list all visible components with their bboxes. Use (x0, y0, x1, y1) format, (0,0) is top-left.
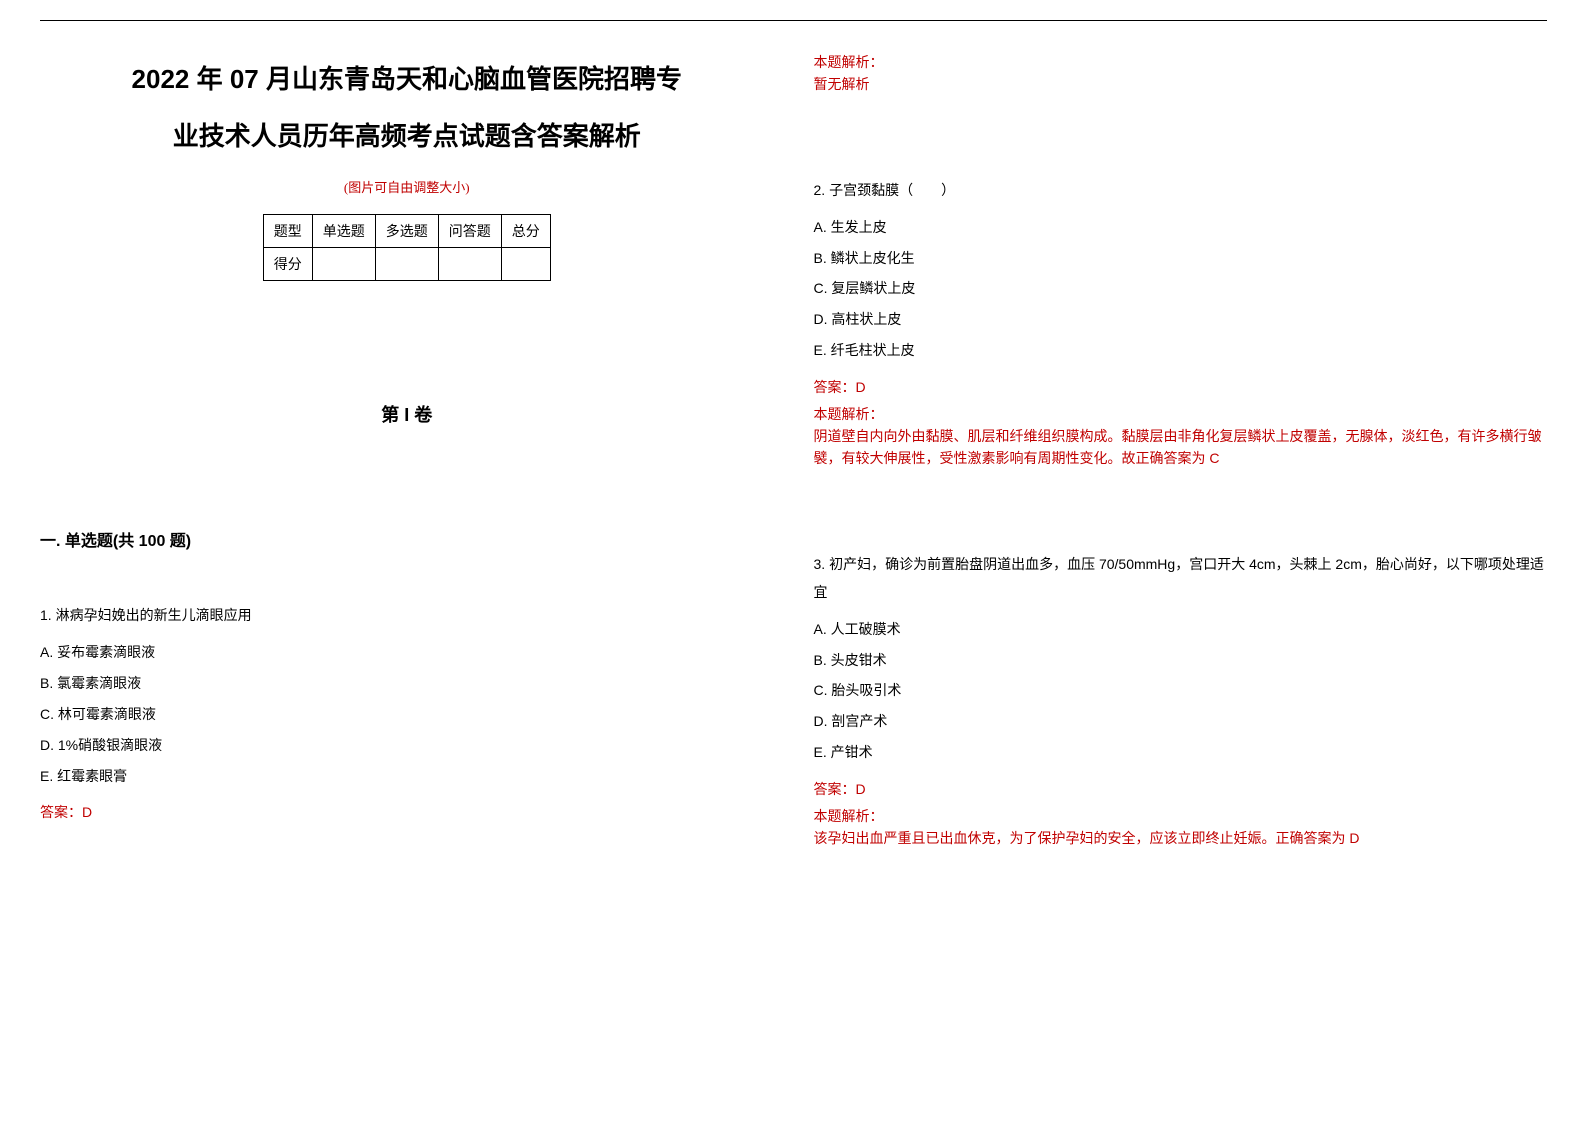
question-1: 1. 淋病孕妇娩出的新生儿滴眼应用 A. 妥布霉素滴眼液 B. 氯霉素滴眼液 C… (40, 601, 774, 828)
q2-opt-d: D. 高柱状上皮 (814, 304, 1548, 335)
right-column: 本题解析： 暂无解析 2. 子宫颈黏膜（ ） A. 生发上皮 B. 鳞状上皮化生… (814, 51, 1548, 875)
q3-opt-e: E. 产钳术 (814, 737, 1548, 768)
q3-opt-b: B. 头皮钳术 (814, 645, 1548, 676)
th-type: 题型 (263, 215, 312, 248)
th-total: 总分 (501, 215, 550, 248)
th-single: 单选题 (312, 215, 375, 248)
two-column-layout: 2022 年 07 月山东青岛天和心脑血管医院招聘专 业技术人员历年高频考点试题… (40, 51, 1547, 875)
doc-title-line2: 业技术人员历年高频考点试题含答案解析 (40, 108, 774, 165)
th-multi: 多选题 (375, 215, 438, 248)
question-2: 2. 子宫颈黏膜（ ） A. 生发上皮 B. 鳞状上皮化生 C. 复层鳞状上皮 … (814, 176, 1548, 470)
q1-opt-d: D. 1%硝酸银滴眼液 (40, 730, 774, 761)
q3-opt-d: D. 剖宫产术 (814, 706, 1548, 737)
section-heading: 一. 单选题(共 100 题) (40, 527, 774, 551)
q3-opt-a: A. 人工破膜术 (814, 614, 1548, 645)
volume-label: 第 I 卷 (40, 401, 774, 427)
doc-title-line1: 2022 年 07 月山东青岛天和心脑血管医院招聘专 (40, 51, 774, 108)
q3-answer: 答案：D (814, 774, 1548, 805)
spacer (814, 496, 1548, 542)
cell-empty (312, 248, 375, 281)
row-label: 得分 (263, 248, 312, 281)
q2-opt-c: C. 复层鳞状上皮 (814, 273, 1548, 304)
q2-stem: 2. 子宫颈黏膜（ ） (814, 176, 1548, 204)
cell-empty (438, 248, 501, 281)
q1-opt-e: E. 红霉素眼膏 (40, 761, 774, 792)
q1-opt-a: A. 妥布霉素滴眼液 (40, 637, 774, 668)
question-3: 3. 初产妇，确诊为前置胎盘阴道出血多，血压 70/50mmHg，宫口开大 4c… (814, 550, 1548, 850)
q2-opt-b: B. 鳞状上皮化生 (814, 243, 1548, 274)
q1-stem: 1. 淋病孕妇娩出的新生儿滴眼应用 (40, 601, 774, 629)
top-rule (40, 20, 1547, 21)
q3-stem: 3. 初产妇，确诊为前置胎盘阴道出血多，血压 70/50mmHg，宫口开大 4c… (814, 550, 1548, 606)
q1-analysis: 本题解析： 暂无解析 (814, 51, 1548, 96)
left-column: 2022 年 07 月山东青岛天和心脑血管医院招聘专 业技术人员历年高频考点试题… (40, 51, 774, 875)
cell-empty (501, 248, 550, 281)
q1-opt-c: C. 林可霉素滴眼液 (40, 699, 774, 730)
q3-analysis-label: 本题解析： (814, 805, 1548, 827)
q3-opt-c: C. 胎头吸引术 (814, 675, 1548, 706)
table-row: 题型 单选题 多选题 问答题 总分 (263, 215, 550, 248)
q2-opt-a: A. 生发上皮 (814, 212, 1548, 243)
score-table: 题型 单选题 多选题 问答题 总分 得分 (263, 214, 551, 281)
q1-opt-b: B. 氯霉素滴眼液 (40, 668, 774, 699)
cell-empty (375, 248, 438, 281)
table-row: 得分 (263, 248, 550, 281)
q1-analysis-label: 本题解析： (814, 51, 1548, 73)
th-essay: 问答题 (438, 215, 501, 248)
q1-analysis-body: 暂无解析 (814, 73, 1548, 95)
q2-answer: 答案：D (814, 372, 1548, 403)
doc-subtitle: (图片可自由调整大小) (40, 177, 774, 196)
q1-answer: 答案：D (40, 797, 774, 828)
q2-analysis-label: 本题解析： (814, 403, 1548, 425)
q2-opt-e: E. 纤毛柱状上皮 (814, 335, 1548, 366)
q2-analysis-body: 阴道壁自内向外由黏膜、肌层和纤维组织膜构成。黏膜层由非角化复层鳞状上皮覆盖，无腺… (814, 425, 1548, 470)
q3-analysis-body: 该孕妇出血严重且已出血休克，为了保护孕妇的安全，应该立即终止妊娠。正确答案为 D (814, 827, 1548, 849)
spacer (814, 122, 1548, 168)
